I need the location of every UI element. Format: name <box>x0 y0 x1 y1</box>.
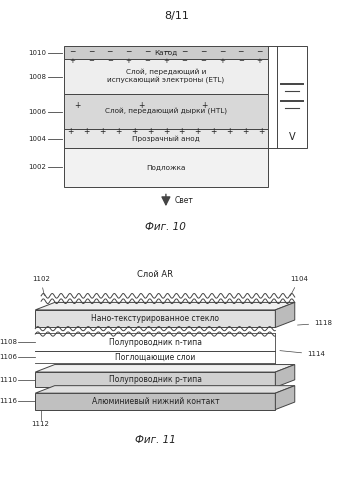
Polygon shape <box>35 386 295 393</box>
Text: 1006: 1006 <box>28 109 46 115</box>
Text: 1010: 1010 <box>28 49 46 55</box>
Text: Фиг. 10: Фиг. 10 <box>145 222 186 232</box>
Polygon shape <box>35 310 275 327</box>
Text: 1112: 1112 <box>32 421 49 427</box>
Text: Прозрачный анод: Прозрачный анод <box>132 135 200 142</box>
Text: −: − <box>256 47 263 56</box>
Polygon shape <box>275 365 295 387</box>
Text: −: − <box>107 58 113 64</box>
Text: −: − <box>144 58 150 64</box>
Text: 1002: 1002 <box>28 165 46 171</box>
Text: −: − <box>182 58 187 64</box>
Text: 8/11: 8/11 <box>164 11 189 21</box>
Text: +: + <box>99 127 106 136</box>
Text: Фиг. 11: Фиг. 11 <box>135 435 176 445</box>
Text: +: + <box>83 127 90 136</box>
Text: +: + <box>242 127 249 136</box>
Text: −: − <box>219 47 225 56</box>
Text: +: + <box>257 58 262 64</box>
Text: −: − <box>125 47 132 56</box>
Bar <box>64 94 268 129</box>
Text: −: − <box>181 47 188 56</box>
Text: Свет: Свет <box>175 196 193 205</box>
Text: +: + <box>210 127 217 136</box>
Polygon shape <box>35 372 275 387</box>
Text: Полупроводник р-типа: Полупроводник р-типа <box>109 375 202 384</box>
Text: 1102: 1102 <box>32 276 50 296</box>
Text: Слой, передающий дырки (HTL): Слой, передающий дырки (HTL) <box>105 108 227 115</box>
Polygon shape <box>35 365 295 372</box>
Text: +: + <box>163 127 169 136</box>
Text: −: − <box>144 47 150 56</box>
Text: Катод: Катод <box>154 49 178 55</box>
Text: +: + <box>258 127 264 136</box>
Text: Поглощающие слои: Поглощающие слои <box>115 352 196 361</box>
Text: −: − <box>238 47 244 56</box>
Text: Слой AR: Слой AR <box>137 270 173 279</box>
Text: −: − <box>238 58 244 64</box>
Text: 1004: 1004 <box>28 136 46 142</box>
Text: 1108: 1108 <box>0 339 18 345</box>
Text: +: + <box>147 127 153 136</box>
Text: 1116: 1116 <box>0 398 18 404</box>
Bar <box>64 46 268 59</box>
Bar <box>64 148 268 187</box>
Text: V: V <box>289 132 295 142</box>
Text: +: + <box>202 101 208 110</box>
Text: 1110: 1110 <box>0 377 18 383</box>
Text: +: + <box>115 127 121 136</box>
Polygon shape <box>275 302 295 327</box>
Text: 1106: 1106 <box>0 354 18 360</box>
Text: +: + <box>163 58 169 64</box>
Text: 1008: 1008 <box>28 73 46 79</box>
Text: −: − <box>200 47 207 56</box>
Polygon shape <box>35 302 295 310</box>
Text: Алюминиевый нижний контакт: Алюминиевый нижний контакт <box>91 397 219 406</box>
Polygon shape <box>275 386 295 410</box>
Text: +: + <box>67 127 74 136</box>
Text: Полупроводник n-типа: Полупроводник n-типа <box>109 338 202 347</box>
Text: −: − <box>163 47 169 56</box>
Text: 1104: 1104 <box>290 276 308 296</box>
Text: −: − <box>201 58 206 64</box>
Text: −: − <box>88 47 94 56</box>
Text: Подложка: Подложка <box>146 165 186 171</box>
Text: 1118: 1118 <box>298 320 332 326</box>
Bar <box>277 46 307 148</box>
Text: +: + <box>126 58 131 64</box>
Text: +: + <box>226 127 233 136</box>
Text: +: + <box>70 58 75 64</box>
Text: +: + <box>195 127 201 136</box>
Text: −: − <box>107 47 113 56</box>
Text: +: + <box>74 101 81 110</box>
Text: +: + <box>138 101 144 110</box>
Polygon shape <box>35 393 275 410</box>
Text: +: + <box>179 127 185 136</box>
Text: −: − <box>88 58 94 64</box>
Bar <box>64 59 268 94</box>
Bar <box>64 129 268 148</box>
Text: Слой, передающий и
испускающий электроны (ETL): Слой, передающий и испускающий электроны… <box>107 69 225 84</box>
Text: +: + <box>131 127 137 136</box>
Text: 1114: 1114 <box>280 351 325 357</box>
Text: +: + <box>219 58 225 64</box>
Text: Нано-текстурированное стекло: Нано-текстурированное стекло <box>91 314 219 323</box>
Text: −: − <box>69 47 76 56</box>
